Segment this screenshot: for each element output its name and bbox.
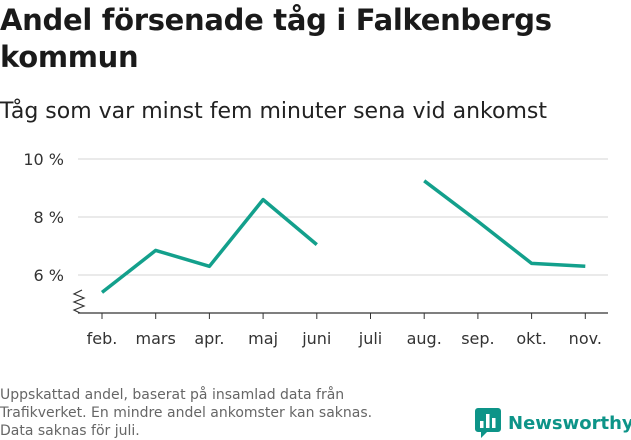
series-lines <box>100 179 586 294</box>
bar-chart-logo-icon <box>475 408 501 438</box>
x-axis <box>72 289 608 314</box>
line-chart: 6 % 8 % 10 % feb. mars apr. maj juni juli aug. se… <box>23 150 608 348</box>
footnote-line: Trafikverket. En mindre andel ankomster … <box>0 405 373 421</box>
x-axis-ticks: feb. mars apr. maj juni juli aug. sep. okt. nov. <box>87 313 602 348</box>
y-axis-ticks: 6 % 8 % 10 % <box>23 150 64 285</box>
x-tick-label: mars <box>136 329 176 348</box>
x-tick-label: sep. <box>461 329 494 348</box>
footnote-line: Uppskattad andel, baserat på insamlad da… <box>0 387 345 403</box>
newsworthy-logo: Newsworthy <box>475 408 631 438</box>
axis-break-icon <box>72 289 86 314</box>
brand-name: Newsworthy <box>508 412 631 434</box>
footnote: Uppskattad andel, baserat på insamlad da… <box>0 386 440 440</box>
x-tick-label: okt. <box>516 329 546 348</box>
x-tick-label: nov. <box>569 329 602 348</box>
y-tick-label: 10 % <box>23 150 64 169</box>
gridlines <box>78 158 608 276</box>
chart-subtitle: Tåg som var minst fem minuter sena vid a… <box>0 99 547 124</box>
x-tick-label: apr. <box>194 329 224 348</box>
x-tick-label: juli <box>358 329 382 348</box>
x-tick-label: maj <box>248 329 278 348</box>
series-line <box>423 179 586 269</box>
x-tick-label: aug. <box>407 329 442 348</box>
x-tick-label: feb. <box>87 329 118 348</box>
y-tick-label: 8 % <box>34 208 64 227</box>
x-tick-label: juni <box>301 329 331 348</box>
y-tick-label: 6 % <box>34 266 64 285</box>
series-line <box>100 197 318 294</box>
chart-title: Andel försenade tåg i Falkenbergs kommun <box>0 3 552 74</box>
footnote-line: Data saknas för juli. <box>0 423 140 439</box>
